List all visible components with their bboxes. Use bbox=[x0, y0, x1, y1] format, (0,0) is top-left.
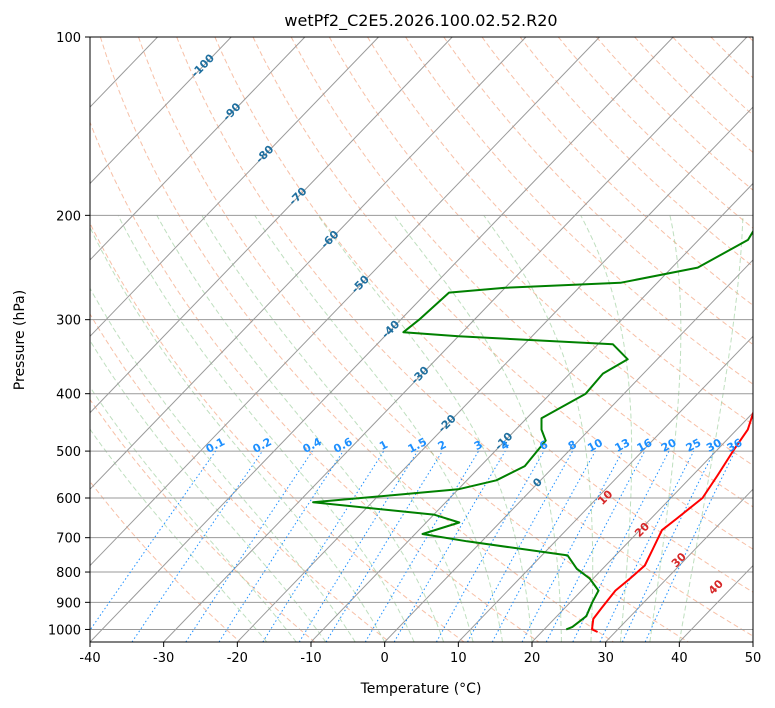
mixing-ratio-line bbox=[185, 450, 313, 642]
x-tick-label: -40 bbox=[79, 651, 100, 666]
dry-adiabat bbox=[138, 37, 689, 642]
mixing-ratio-label: 36 bbox=[725, 436, 745, 455]
moist-adiabat bbox=[393, 215, 562, 642]
moist-adiabat bbox=[201, 215, 474, 642]
moist-adiabat bbox=[483, 215, 594, 642]
mixing-ratio-line bbox=[298, 450, 419, 642]
isotherm bbox=[90, 37, 600, 567]
dewpoint-profile-line bbox=[312, 229, 753, 631]
isotherm bbox=[531, 412, 753, 642]
dry-adiabat bbox=[367, 37, 753, 426]
x-tick-label: 30 bbox=[597, 651, 614, 666]
dry-adiabat bbox=[90, 222, 465, 642]
isotherm bbox=[457, 335, 753, 642]
dry-adiabat bbox=[252, 37, 753, 550]
plot-area bbox=[90, 37, 753, 642]
mixing-ratio-line bbox=[572, 450, 670, 642]
y-tick-label: 300 bbox=[56, 314, 81, 329]
x-tick-label: -20 bbox=[227, 651, 248, 666]
isotherm bbox=[310, 182, 753, 642]
moist-adiabat bbox=[156, 215, 445, 642]
plot-frame bbox=[89, 36, 754, 643]
isotherm bbox=[90, 37, 674, 642]
moist-adiabat bbox=[649, 215, 682, 642]
isotherm bbox=[163, 37, 748, 642]
mixing-ratio-label: 25 bbox=[684, 436, 704, 455]
y-tick-label: 700 bbox=[56, 532, 81, 547]
y-axis-label: Pressure (hPa) bbox=[12, 290, 28, 390]
moist-adiabat bbox=[254, 215, 503, 642]
mixing-ratio-label: 13 bbox=[613, 436, 633, 455]
mixing-ratio-line bbox=[262, 450, 385, 642]
mixing-ratio-line bbox=[131, 450, 263, 642]
dry-adiabat bbox=[443, 37, 753, 346]
dry-adiabat bbox=[176, 37, 753, 637]
isotherm bbox=[90, 37, 306, 261]
isotherm bbox=[90, 37, 527, 490]
x-tick-label: -30 bbox=[153, 651, 174, 666]
mixing-ratio-line bbox=[599, 450, 695, 642]
y-tick-label: 400 bbox=[56, 388, 81, 403]
dry-adiabat bbox=[405, 37, 753, 385]
mixing-ratio-label: 10 bbox=[585, 436, 605, 455]
mixing-ratio-line bbox=[491, 450, 596, 642]
mixing-ratio-line bbox=[90, 450, 217, 632]
y-tick-label: 500 bbox=[56, 445, 81, 460]
moist-adiabat bbox=[90, 339, 327, 642]
mixing-ratio-line bbox=[467, 450, 574, 642]
isotherm bbox=[90, 37, 379, 338]
isotherm bbox=[90, 37, 453, 414]
moist-adiabat bbox=[317, 215, 533, 642]
y-tick-label: 100 bbox=[56, 31, 81, 46]
x-axis-label: Temperature (°C) bbox=[360, 681, 482, 697]
x-tick-label: 20 bbox=[524, 651, 541, 666]
dry-adiabat bbox=[90, 398, 316, 642]
isotherm bbox=[605, 488, 753, 642]
mixing-ratio-label: 20 bbox=[659, 436, 679, 455]
x-tick-label: 0 bbox=[381, 651, 389, 666]
mixing-ratio-line bbox=[325, 450, 443, 642]
y-tick-label: 1000 bbox=[48, 623, 81, 638]
mixing-ratio-label: 16 bbox=[635, 436, 655, 455]
dry-adiabat bbox=[90, 480, 241, 642]
isotherm bbox=[384, 259, 753, 642]
dry-adiabat bbox=[90, 120, 540, 642]
dry-adiabat bbox=[214, 37, 753, 593]
moist-adiabat bbox=[90, 428, 268, 642]
mixing-ratio-line bbox=[435, 450, 545, 642]
x-tick-label: -10 bbox=[300, 651, 321, 666]
y-tick-label: 800 bbox=[56, 566, 81, 581]
temperature-profile-line bbox=[591, 409, 753, 633]
mixing-ratio-label: 30 bbox=[704, 436, 724, 455]
y-tick-label: 900 bbox=[56, 596, 81, 611]
moist-adiabat bbox=[117, 215, 415, 642]
dry-adiabat bbox=[557, 37, 753, 229]
moist-adiabat bbox=[580, 215, 633, 642]
chart-title: wetPf2_C2E5.2026.100.02.52.R20 bbox=[284, 11, 557, 31]
dry-adiabat bbox=[328, 37, 753, 466]
moist-adiabat bbox=[90, 287, 356, 642]
x-tick-label: 10 bbox=[450, 651, 467, 666]
y-tick-label: 600 bbox=[56, 492, 81, 507]
mixing-ratio-line bbox=[218, 450, 344, 642]
x-tick-label: 40 bbox=[671, 651, 688, 666]
dry-adiabat bbox=[481, 37, 753, 306]
isotherm bbox=[90, 37, 232, 185]
x-tick-label: 50 bbox=[745, 651, 762, 666]
dry-adiabat bbox=[596, 37, 753, 191]
y-tick-label: 200 bbox=[56, 209, 81, 224]
moist-adiabat bbox=[90, 226, 386, 642]
